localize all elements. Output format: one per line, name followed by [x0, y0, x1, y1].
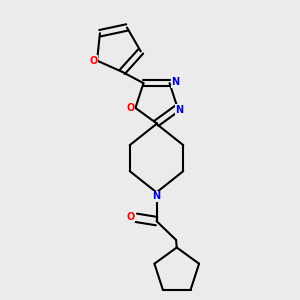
- Text: N: N: [176, 105, 184, 115]
- Text: N: N: [171, 77, 179, 87]
- Text: O: O: [126, 103, 134, 113]
- Text: O: O: [90, 56, 98, 66]
- Text: N: N: [152, 191, 160, 201]
- Text: O: O: [126, 212, 135, 222]
